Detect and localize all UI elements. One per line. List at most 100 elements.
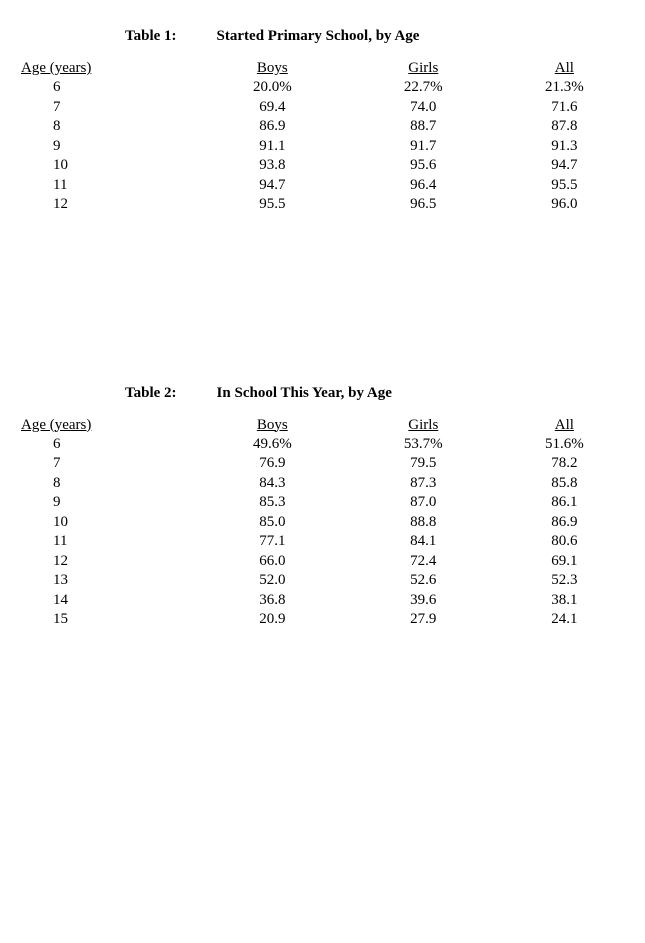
table2-cell-age: 14 xyxy=(20,591,202,611)
table-row: 991.191.791.3 xyxy=(20,137,625,157)
table2-cell-all: 38.1 xyxy=(504,591,625,611)
table2-cell-girls: 72.4 xyxy=(343,552,504,572)
table1-cell-age: 6 xyxy=(20,78,202,98)
table1-col-boys-header: Boys xyxy=(202,59,343,78)
table2-title: Table 2: In School This Year, by Age xyxy=(20,385,625,402)
table-row: 776.979.578.2 xyxy=(20,454,625,474)
table2: Age (years) Boys Girls All 649.6%53.7%51… xyxy=(20,416,625,630)
table2-cell-girls: 39.6 xyxy=(343,591,504,611)
table1-cell-boys: 69.4 xyxy=(202,98,343,118)
table2-cell-all: 78.2 xyxy=(504,454,625,474)
table2-cell-boys: 85.3 xyxy=(202,493,343,513)
table2-body: 649.6%53.7%51.6%776.979.578.2884.387.385… xyxy=(20,435,625,630)
table2-cell-boys: 66.0 xyxy=(202,552,343,572)
table-row: 620.0%22.7%21.3% xyxy=(20,78,625,98)
table1-cell-girls: 22.7% xyxy=(343,78,504,98)
table2-cell-all: 52.3 xyxy=(504,571,625,591)
table1-label: Table 1: xyxy=(125,28,177,45)
table2-cell-girls: 52.6 xyxy=(343,571,504,591)
table2-cell-all: 85.8 xyxy=(504,474,625,494)
table2-cell-age: 8 xyxy=(20,474,202,494)
table2-cell-age: 10 xyxy=(20,513,202,533)
table2-col-all-header: All xyxy=(504,416,625,435)
table2-cell-boys: 49.6% xyxy=(202,435,343,455)
table2-cell-all: 51.6% xyxy=(504,435,625,455)
table2-col-boys-header: Boys xyxy=(202,416,343,435)
table1-cell-boys: 86.9 xyxy=(202,117,343,137)
table-row: 985.387.086.1 xyxy=(20,493,625,513)
table2-cell-girls: 84.1 xyxy=(343,532,504,552)
table2-cell-boys: 85.0 xyxy=(202,513,343,533)
table1-cell-all: 91.3 xyxy=(504,137,625,157)
table1-cell-all: 96.0 xyxy=(504,195,625,215)
table2-cell-girls: 27.9 xyxy=(343,610,504,630)
table1-cell-girls: 88.7 xyxy=(343,117,504,137)
table2-cell-all: 69.1 xyxy=(504,552,625,572)
table1-cell-all: 95.5 xyxy=(504,176,625,196)
table2-cell-age: 11 xyxy=(20,532,202,552)
table1-col-girls-header: Girls xyxy=(343,59,504,78)
table2-cell-all: 24.1 xyxy=(504,610,625,630)
table1-cell-age: 7 xyxy=(20,98,202,118)
table1-cell-boys: 20.0% xyxy=(202,78,343,98)
table2-col-girls-header: Girls xyxy=(343,416,504,435)
table-row: 884.387.385.8 xyxy=(20,474,625,494)
table-gap xyxy=(20,215,625,385)
table1-cell-age: 11 xyxy=(20,176,202,196)
table1-cell-boys: 91.1 xyxy=(202,137,343,157)
table-row: 1352.052.652.3 xyxy=(20,571,625,591)
table1-cell-boys: 95.5 xyxy=(202,195,343,215)
table2-cell-boys: 52.0 xyxy=(202,571,343,591)
table2-cell-boys: 20.9 xyxy=(202,610,343,630)
table2-cell-all: 86.1 xyxy=(504,493,625,513)
table2-cell-age: 15 xyxy=(20,610,202,630)
table1-cell-all: 94.7 xyxy=(504,156,625,176)
table-row: 769.474.071.6 xyxy=(20,98,625,118)
table1-cell-all: 71.6 xyxy=(504,98,625,118)
table2-cell-age: 12 xyxy=(20,552,202,572)
table2-cell-age: 9 xyxy=(20,493,202,513)
table2-cell-boys: 77.1 xyxy=(202,532,343,552)
table-row: 649.6%53.7%51.6% xyxy=(20,435,625,455)
table2-cell-girls: 53.7% xyxy=(343,435,504,455)
table-row: 1085.088.886.9 xyxy=(20,513,625,533)
table1-title-text: Started Primary School, by Age xyxy=(217,28,420,45)
table2-header-row: Age (years) Boys Girls All xyxy=(20,416,625,435)
table1-cell-age: 9 xyxy=(20,137,202,157)
table2-cell-age: 13 xyxy=(20,571,202,591)
table2-cell-boys: 36.8 xyxy=(202,591,343,611)
table2-label: Table 2: xyxy=(125,385,177,402)
table2-cell-age: 7 xyxy=(20,454,202,474)
table1-cell-all: 87.8 xyxy=(504,117,625,137)
table1-cell-girls: 91.7 xyxy=(343,137,504,157)
table-row: 1093.895.694.7 xyxy=(20,156,625,176)
table-row: 1177.184.180.6 xyxy=(20,532,625,552)
table-row: 1520.927.924.1 xyxy=(20,610,625,630)
table1-title: Table 1: Started Primary School, by Age xyxy=(20,28,625,45)
table1-cell-girls: 74.0 xyxy=(343,98,504,118)
table2-cell-girls: 79.5 xyxy=(343,454,504,474)
table2-cell-boys: 84.3 xyxy=(202,474,343,494)
table1-cell-all: 21.3% xyxy=(504,78,625,98)
table-row: 1295.596.596.0 xyxy=(20,195,625,215)
table1-col-age-header: Age (years) xyxy=(20,59,202,78)
table1-header-row: Age (years) Boys Girls All xyxy=(20,59,625,78)
table2-col-age-header: Age (years) xyxy=(20,416,202,435)
table1: Age (years) Boys Girls All 620.0%22.7%21… xyxy=(20,59,625,215)
table2-title-text: In School This Year, by Age xyxy=(217,385,392,402)
table1-cell-girls: 96.4 xyxy=(343,176,504,196)
table2-cell-girls: 88.8 xyxy=(343,513,504,533)
table1-cell-girls: 96.5 xyxy=(343,195,504,215)
table2-cell-all: 86.9 xyxy=(504,513,625,533)
table2-cell-girls: 87.3 xyxy=(343,474,504,494)
table-row: 1194.796.495.5 xyxy=(20,176,625,196)
table2-cell-all: 80.6 xyxy=(504,532,625,552)
table2-cell-age: 6 xyxy=(20,435,202,455)
table1-body: 620.0%22.7%21.3%769.474.071.6886.988.787… xyxy=(20,78,625,215)
table2-cell-boys: 76.9 xyxy=(202,454,343,474)
table1-cell-age: 8 xyxy=(20,117,202,137)
table1-cell-age: 12 xyxy=(20,195,202,215)
table1-cell-boys: 94.7 xyxy=(202,176,343,196)
table1-cell-boys: 93.8 xyxy=(202,156,343,176)
table1-cell-age: 10 xyxy=(20,156,202,176)
